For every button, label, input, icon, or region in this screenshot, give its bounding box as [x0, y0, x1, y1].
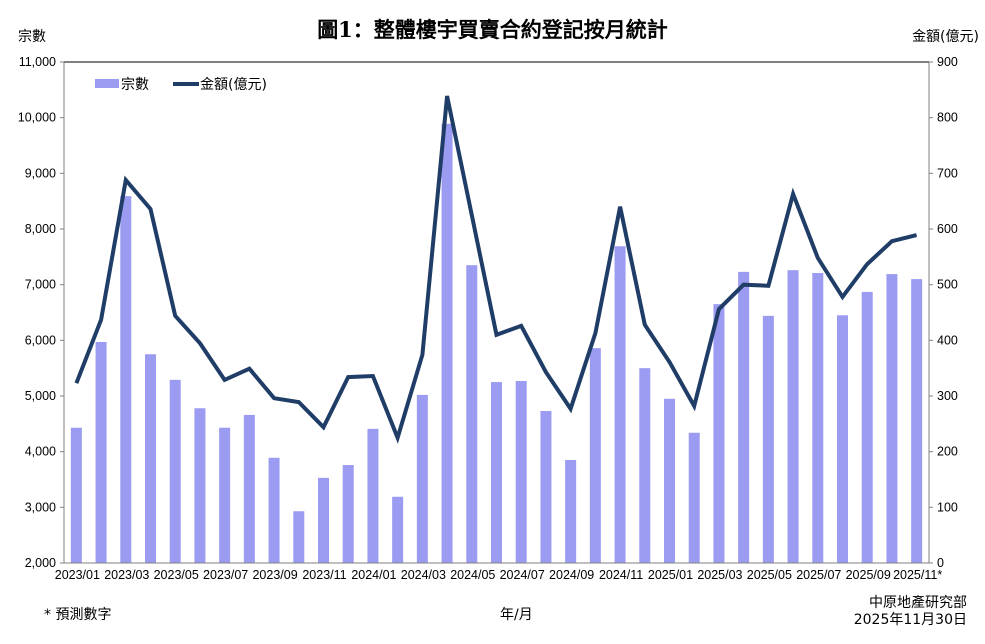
- x-tick-label: 2025/07: [796, 568, 841, 582]
- legend-swatch-bar: [95, 79, 119, 88]
- left-tick-label: 7,000: [25, 278, 56, 292]
- x-tick-label: 2024/01: [351, 568, 396, 582]
- bar: [861, 291, 873, 563]
- bar: [911, 279, 923, 563]
- right-tick-label: 800: [937, 111, 958, 125]
- x-tick-label: 2025/01: [648, 568, 693, 582]
- left-tick-label: 9,000: [25, 166, 56, 180]
- bar: [614, 246, 626, 564]
- right-tick-label: 500: [937, 278, 958, 292]
- bar-series-count: [70, 123, 923, 564]
- x-tick-label: 2024/05: [450, 568, 495, 582]
- bar: [713, 304, 725, 563]
- left-tick-label: 10,000: [18, 111, 56, 125]
- bar: [540, 411, 552, 563]
- bar: [466, 265, 478, 563]
- bar: [565, 460, 577, 563]
- right-tick-label: 600: [937, 222, 958, 236]
- legend-label-amount: 金額(億元): [200, 77, 267, 93]
- bar: [589, 348, 601, 563]
- right-tick-label: 100: [937, 500, 958, 514]
- bar: [367, 428, 379, 563]
- legend-label-count: 宗數: [121, 77, 149, 93]
- x-axis-title: 年/月: [500, 607, 533, 623]
- x-tick-label: 2025/03: [697, 568, 742, 582]
- bar: [441, 123, 453, 563]
- left-tick-label: 5,000: [25, 389, 56, 403]
- right-tick-label: 200: [937, 445, 958, 459]
- bar: [293, 511, 305, 563]
- x-tick-label: 2025/11*: [893, 568, 942, 582]
- x-tick-label: 2024/07: [500, 568, 545, 582]
- bar: [268, 457, 280, 563]
- forecast-footnote: * 預測數字: [44, 607, 112, 623]
- x-tick-label: 2024/11: [599, 568, 643, 582]
- x-tick-label: 2025/09: [846, 568, 891, 582]
- right-tick-label: 900: [937, 55, 958, 69]
- right-tick-label: 400: [937, 333, 958, 347]
- left-tick-label: 11,000: [19, 55, 56, 69]
- x-tick-label: 2024/03: [401, 568, 446, 582]
- right-tick-label: 0: [937, 556, 944, 570]
- bar: [70, 427, 82, 563]
- bar: [416, 394, 428, 563]
- bar: [219, 427, 231, 563]
- source-org: 中原地產研究部: [869, 595, 967, 611]
- x-tick-label: 2023/03: [104, 568, 149, 582]
- bar: [194, 408, 206, 563]
- bar: [392, 496, 404, 563]
- bar: [342, 465, 354, 563]
- bar: [169, 379, 181, 563]
- bar: [812, 272, 824, 563]
- bar: [491, 382, 502, 563]
- left-tick-label: 4,000: [25, 445, 56, 459]
- left-tick-label: 8,000: [25, 222, 56, 236]
- bar: [145, 354, 156, 563]
- bar: [318, 477, 329, 563]
- bar: [837, 315, 848, 563]
- line-series-amount: [74, 95, 918, 444]
- x-tick-label: 2025/05: [747, 568, 792, 582]
- bar: [738, 271, 750, 563]
- bar: [688, 432, 700, 563]
- bar: [787, 270, 799, 563]
- bar: [639, 368, 651, 563]
- left-tick-label: 2,000: [25, 556, 56, 570]
- bar: [95, 342, 107, 563]
- left-tick-label: 6,000: [25, 333, 56, 347]
- right-tick-label: 700: [937, 166, 958, 180]
- source-date: 2025年11月30日: [853, 612, 967, 628]
- bar: [120, 196, 132, 563]
- x-tick-label: 2023/11: [302, 568, 346, 582]
- x-tick-label: 2023/09: [252, 568, 297, 582]
- chart-title: 圖1：整體樓宇買賣合約登記按月統計: [317, 17, 668, 42]
- bar: [762, 315, 774, 563]
- x-tick-label: 2023/07: [203, 568, 248, 582]
- x-tick-label: 2023/05: [154, 568, 199, 582]
- x-tick-label: 2024/09: [549, 568, 594, 582]
- bar: [515, 380, 527, 563]
- bar: [664, 398, 675, 563]
- right-tick-label: 300: [937, 389, 958, 403]
- axes: 2,000 3,000 4,000 5,000 6,000 7,000 8,000 9,000…: [18, 55, 958, 582]
- left-axis-title: 宗數: [18, 29, 46, 45]
- source-credit: 中原地產研究部 2025年11月30日: [854, 595, 967, 629]
- right-axis-title: 金額(億元): [912, 29, 979, 45]
- bar: [243, 414, 255, 563]
- left-tick-label: 3,000: [25, 500, 56, 514]
- legend: 宗數 金額(億元): [95, 77, 267, 93]
- x-tick-label: 2023/01: [55, 568, 100, 582]
- bar: [886, 274, 898, 563]
